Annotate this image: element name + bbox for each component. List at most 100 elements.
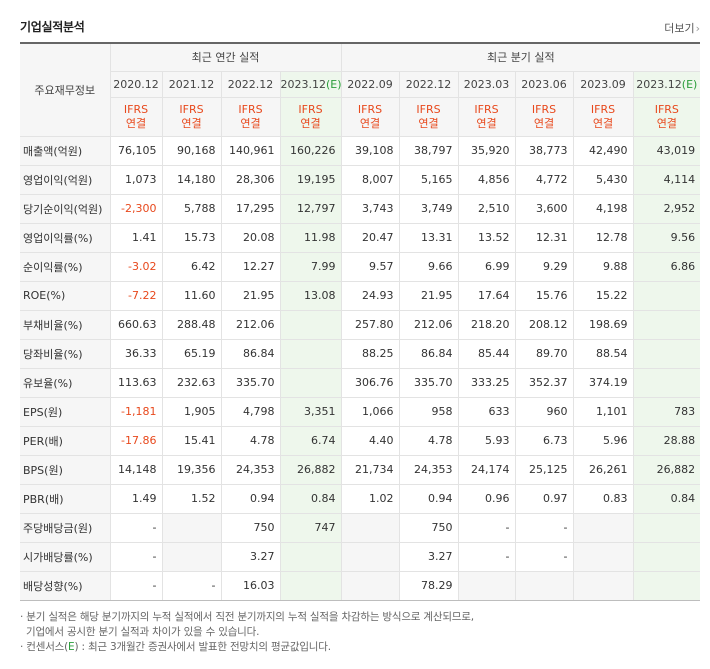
more-link[interactable]: 더보기› — [664, 20, 700, 36]
table-cell: 4,772 — [514, 164, 574, 195]
footnotes: · 분기 실적은 해당 분기까지의 누적 실적에서 직전 분기까지의 누적 실적… — [20, 610, 700, 655]
footnote-2: · 컨센서스(E) : 최근 3개월간 증권사에서 발표한 전망치의 평균값입니… — [20, 640, 700, 655]
table-row: ROE(%) -7.22 11.60 21.95 13.08 24.93 21.95 17.6… — [20, 280, 701, 311]
table-cell: 4.78 — [220, 425, 281, 456]
group-header-annual: 최근 연간 실적 — [109, 42, 342, 72]
table-cell: 5.96 — [572, 425, 634, 456]
table-cell: 25,125 — [514, 454, 574, 485]
period-header: 2022.12 — [398, 70, 459, 98]
ifrs-header: IFRS 연결 — [632, 96, 701, 137]
table-row: 유보율(%) 113.63 232.63 335.70 306.76 335.70 333.… — [20, 367, 701, 398]
table-cell: -3.02 — [109, 251, 163, 282]
table-cell: 12,797 — [279, 193, 342, 224]
table-cell — [340, 570, 400, 601]
ifrs-header: IFRS 연결 — [220, 96, 281, 137]
table-cell: 12.78 — [572, 222, 634, 253]
table-cell — [457, 570, 516, 601]
table-cell: 6.86 — [632, 251, 701, 282]
table-cell: - — [457, 512, 516, 543]
table-cell: 3,743 — [340, 193, 400, 224]
ifrs-header: IFRS 연결 — [572, 96, 634, 137]
row-label: EPS(원) — [20, 396, 111, 427]
table-cell — [340, 512, 400, 543]
table-cell: 36.33 — [109, 338, 163, 369]
table-cell: 28.88 — [632, 425, 701, 456]
period-label: 2023.12 — [636, 77, 682, 91]
table-cell: 42,490 — [572, 135, 634, 166]
table-row: 영업이익률(%) 1.41 15.73 20.08 11.98 20.47 13.31 13.… — [20, 222, 701, 253]
consolidated-label: 연결 — [181, 116, 202, 130]
table-cell: -2,300 — [109, 193, 163, 224]
footnote-2-prefix: · 컨센서스( — [20, 641, 69, 653]
table-cell: - — [457, 541, 516, 572]
table-cell: 633 — [457, 396, 516, 427]
table-row: EPS(원) -1,181 1,905 4,798 3,351 1,066 958 633 96… — [20, 396, 701, 427]
table-cell: 257.80 — [340, 309, 400, 340]
table-cell: 6.74 — [279, 425, 342, 456]
table-row: 당기순이익(억원) -2,300 5,788 17,295 12,797 3,743 3,7… — [20, 193, 701, 224]
table-cell: 208.12 — [514, 309, 574, 340]
period-header: 2022.09 — [340, 70, 400, 98]
table-cell: 16.03 — [220, 570, 281, 601]
table-cell: - — [109, 541, 163, 572]
period-header: 2022.12 — [220, 70, 281, 98]
ifrs-label: IFRS — [654, 102, 679, 116]
table-cell: 0.94 — [398, 483, 459, 514]
table-cell — [279, 541, 342, 572]
table-cell: 65.19 — [161, 338, 222, 369]
table-cell: 24,353 — [220, 454, 281, 485]
table-cell: 1.41 — [109, 222, 163, 253]
table-cell: 1.52 — [161, 483, 222, 514]
table-cell — [161, 512, 222, 543]
table-cell: 21.95 — [398, 280, 459, 311]
table-cell: 140,961 — [220, 135, 281, 166]
table-cell: 232.63 — [161, 367, 222, 398]
table-cell: 306.76 — [340, 367, 400, 398]
table-cell — [279, 570, 342, 601]
table-cell: 88.54 — [572, 338, 634, 369]
table-cell: 333.25 — [457, 367, 516, 398]
ifrs-label: IFRS — [298, 102, 323, 116]
table-cell: 3,749 — [398, 193, 459, 224]
table-cell: 24,174 — [457, 454, 516, 485]
table-cell — [340, 541, 400, 572]
table-cell: 26,882 — [279, 454, 342, 485]
table-row: 순이익률(%) -3.02 6.42 12.27 7.99 9.57 9.66 6.99 9.2… — [20, 251, 701, 282]
table-cell: 335.70 — [398, 367, 459, 398]
ifrs-header: IFRS 연결 — [398, 96, 459, 137]
table-cell: 9.29 — [514, 251, 574, 282]
period-header: 2021.12 — [161, 70, 222, 98]
row-label: PBR(배) — [20, 483, 111, 514]
table-cell: 90,168 — [161, 135, 222, 166]
table-cell: 7.99 — [279, 251, 342, 282]
period-header: 2020.12 — [110, 70, 163, 98]
consolidated-label: 연결 — [300, 116, 321, 130]
table-cell: 17.64 — [457, 280, 516, 311]
table-cell: 0.84 — [632, 483, 701, 514]
row-label: 당기순이익(억원) — [20, 193, 111, 224]
ifrs-label: IFRS — [531, 102, 557, 116]
ifrs-label: IFRS — [357, 102, 383, 116]
table-cell: 288.48 — [161, 309, 222, 340]
consolidated-label: 연결 — [125, 116, 147, 130]
table-cell: 24.93 — [340, 280, 400, 311]
footnote-1: · 분기 실적은 해당 분기까지의 누적 실적에서 직전 분기까지의 누적 실적… — [20, 611, 474, 623]
table-row: 시가배당률(%) -3.27 3.27- - — [20, 541, 701, 572]
table-cell: 21,734 — [340, 454, 400, 485]
table-cell: 1,101 — [572, 396, 634, 427]
table-row: 당좌비율(%) 36.33 65.19 86.84 88.25 86.84 85.44 89.… — [20, 338, 701, 369]
table-cell: 13.52 — [457, 222, 516, 253]
chevron-right-icon: › — [695, 22, 700, 35]
table-cell: 20.08 — [220, 222, 281, 253]
table-cell: 20.47 — [340, 222, 400, 253]
row-label: 순이익률(%) — [20, 251, 111, 282]
table-cell: 1,073 — [109, 164, 163, 195]
table-cell: 9.56 — [632, 222, 701, 253]
table-cell: -1,181 — [109, 396, 163, 427]
table-cell: 6.73 — [514, 425, 574, 456]
table-cell: 1.49 — [109, 483, 163, 514]
row-label: 부채비율(%) — [20, 309, 111, 340]
consolidated-label: 연결 — [592, 116, 614, 130]
financial-table: 주요재무정보 최근 연간 실적 최근 분기 실적 2020.12 2021.12 2… — [20, 42, 701, 601]
table-cell: - — [514, 541, 574, 572]
